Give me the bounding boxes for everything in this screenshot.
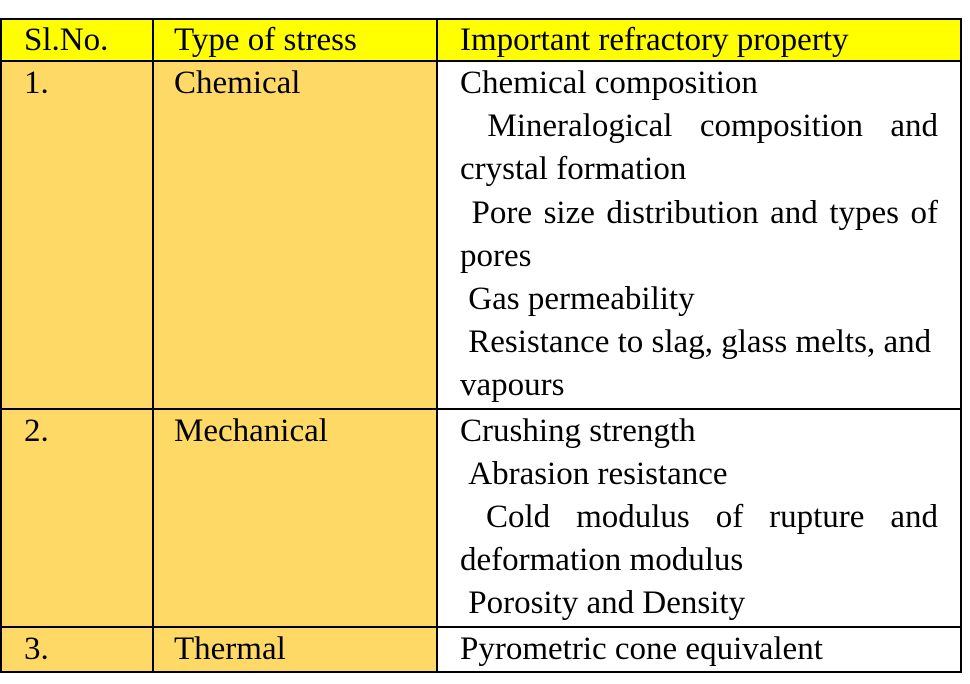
refractory-stress-table: Sl.No. Type of stress Important refracto… <box>0 18 962 673</box>
cell-stress-type: Chemical <box>152 60 438 410</box>
property-item: Resistance to slag, glass melts, and vap… <box>460 324 940 404</box>
cell-stress-type: Thermal <box>152 625 438 673</box>
header-refractory-property: Important refractory property <box>436 18 962 62</box>
cell-stress-type: Mechanical <box>152 407 438 628</box>
header-sl-no: Sl.No. <box>0 18 154 62</box>
cell-properties: Chemical composition Mineralogical compo… <box>436 60 962 410</box>
table-row: 1. Chemical Chemical composition Mineral… <box>0 60 962 410</box>
property-item: Gas permeability <box>460 281 695 318</box>
property-item: Abrasion resistance <box>460 455 728 492</box>
table-row: 2. Mechanical Crushing strength Abrasion… <box>0 407 962 628</box>
property-item: Porosity and Density <box>460 585 746 622</box>
property-item: Chemical composition <box>460 65 758 101</box>
property-item: Pore size distribution and types of pore… <box>460 194 947 274</box>
header-row: Sl.No. Type of stress Important refracto… <box>0 18 962 62</box>
cell-sl-no: 2. <box>0 407 154 628</box>
table-container: Sl.No. Type of stress Important refracto… <box>0 18 962 673</box>
property-item: Cold modulus of rupture and deformation … <box>460 499 947 579</box>
property-item: Mineralogical composition and crystal fo… <box>460 108 947 188</box>
property-item: Crushing strength <box>460 412 696 449</box>
table-row: 3. Thermal Pyrometric cone equivalent <box>0 625 962 673</box>
cell-sl-no: 1. <box>0 60 154 410</box>
cell-properties: Crushing strength Abrasion resistance Co… <box>436 407 962 628</box>
property-item: Pyrometric cone equivalent <box>460 630 823 667</box>
cell-sl-no: 3. <box>0 625 154 673</box>
header-type-of-stress: Type of stress <box>152 18 438 62</box>
cell-properties: Pyrometric cone equivalent <box>436 625 962 673</box>
